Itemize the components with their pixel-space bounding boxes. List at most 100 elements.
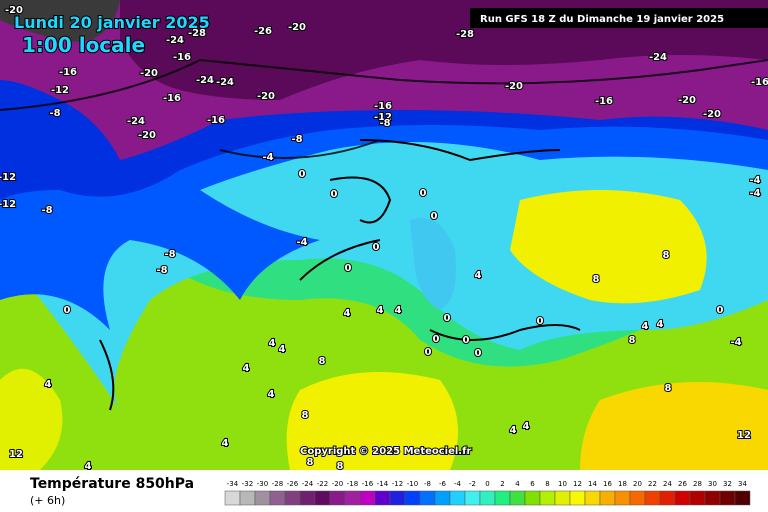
- contour-label: -16: [751, 77, 768, 88]
- contour-label: -24: [127, 116, 145, 127]
- scale-swatch: [614, 490, 631, 506]
- scale-label: -30: [257, 480, 268, 488]
- scale-swatch: [389, 490, 406, 506]
- contour-label: 0: [64, 305, 71, 316]
- scale-label: -18: [347, 480, 358, 488]
- scale-label: -34: [227, 480, 239, 488]
- contour-label: -8: [379, 118, 390, 129]
- contour-label: 4: [395, 305, 402, 316]
- contour-label: -26: [254, 26, 272, 37]
- contour-label: -20: [138, 130, 156, 141]
- contour-label: -16: [163, 93, 181, 104]
- scale-swatch: [659, 490, 676, 506]
- scale-label: 12: [573, 480, 582, 488]
- contour-label: -12: [0, 172, 16, 183]
- scale-label: 26: [678, 480, 687, 488]
- scale-swatch: [734, 490, 751, 506]
- contour-label: 4: [279, 344, 286, 355]
- scale-swatch: [674, 490, 691, 506]
- contour-label: -16: [173, 52, 191, 63]
- scale-label: 34: [738, 480, 747, 488]
- scale-swatch: [449, 490, 466, 506]
- scale-swatch: [224, 490, 241, 506]
- contour-label: -20: [140, 68, 158, 79]
- contour-label: -20: [288, 22, 306, 33]
- contour-label: 4: [344, 308, 351, 319]
- scale-swatch: [509, 490, 526, 506]
- contour-label: 4: [657, 319, 664, 330]
- contour-label: 0: [331, 189, 338, 200]
- contour-label: -24: [166, 35, 184, 46]
- scale-label: -28: [272, 480, 283, 488]
- contour-label: -12: [0, 199, 16, 210]
- scale-label: -14: [377, 480, 389, 488]
- contour-label: -20: [5, 5, 23, 16]
- scale-label: 20: [633, 480, 642, 488]
- contour-label: 12: [9, 449, 23, 460]
- scale-swatch: [269, 490, 286, 506]
- contour-label: -20: [505, 81, 523, 92]
- contour-label: -8: [164, 249, 175, 260]
- contour-label: 0: [475, 348, 482, 359]
- scale-swatch: [284, 490, 301, 506]
- contour-label: 8: [307, 457, 314, 468]
- scale-swatch: [494, 490, 511, 506]
- contour-label: 0: [431, 211, 438, 222]
- scale-label: -16: [362, 480, 374, 488]
- contour-label: -16: [59, 67, 77, 78]
- contour-label: 4: [642, 321, 649, 332]
- scale-label: 4: [515, 480, 520, 488]
- scale-label: -2: [469, 480, 476, 488]
- contour-label: -20: [703, 109, 721, 120]
- contour-label: 0: [420, 188, 427, 199]
- contour-label: 8: [337, 461, 344, 472]
- scale-label: 28: [693, 480, 702, 488]
- scale-label: 10: [558, 480, 567, 488]
- scale-swatch: [344, 490, 361, 506]
- contour-label: -4: [749, 188, 760, 199]
- contour-label: 4: [269, 338, 276, 349]
- contour-label: 0: [717, 305, 724, 316]
- scale-swatch: [629, 490, 646, 506]
- contour-label: 4: [377, 305, 384, 316]
- contour-label: -8: [41, 205, 52, 216]
- contour-label: 4: [45, 379, 52, 390]
- scale-swatch: [434, 490, 451, 506]
- scale-swatch: [644, 490, 661, 506]
- forecast-time: 1:00 locale: [22, 33, 145, 57]
- contour-label: -16: [595, 96, 613, 107]
- scale-swatch: [254, 490, 271, 506]
- scale-swatch: [704, 490, 721, 506]
- scale-label: -32: [242, 480, 253, 488]
- contour-label: -24: [649, 52, 667, 63]
- contour-label: -28: [456, 29, 474, 40]
- scale-label: 18: [618, 480, 627, 488]
- contour-label: -16: [374, 101, 392, 112]
- contour-label: -4: [749, 175, 760, 186]
- contour-label: 4: [222, 438, 229, 449]
- scale-swatch: [239, 490, 256, 506]
- scale-swatch: [314, 490, 331, 506]
- scale-swatch: [464, 490, 481, 506]
- scale-label: -24: [302, 480, 314, 488]
- scale-swatch: [599, 490, 616, 506]
- contour-label: 4: [475, 270, 482, 281]
- scale-label: 16: [603, 480, 612, 488]
- contour-label: 0: [425, 347, 432, 358]
- contour-label: 12: [737, 430, 751, 441]
- scale-swatch: [539, 490, 556, 506]
- contour-label: 8: [302, 410, 309, 421]
- scale-swatch: [419, 490, 436, 506]
- scale-swatch: [524, 490, 541, 506]
- contour-label: -24: [216, 77, 234, 88]
- contour-label: 8: [593, 274, 600, 285]
- legend-title: Température 850hPa: [30, 476, 194, 492]
- scale-label: 24: [663, 480, 672, 488]
- run-banner: [470, 8, 768, 28]
- scale-label: -6: [439, 480, 447, 488]
- legend-step: (+ 6h): [30, 494, 65, 507]
- contour-label: -28: [188, 28, 206, 39]
- contour-label: -4: [730, 337, 741, 348]
- contour-label: -12: [51, 85, 69, 96]
